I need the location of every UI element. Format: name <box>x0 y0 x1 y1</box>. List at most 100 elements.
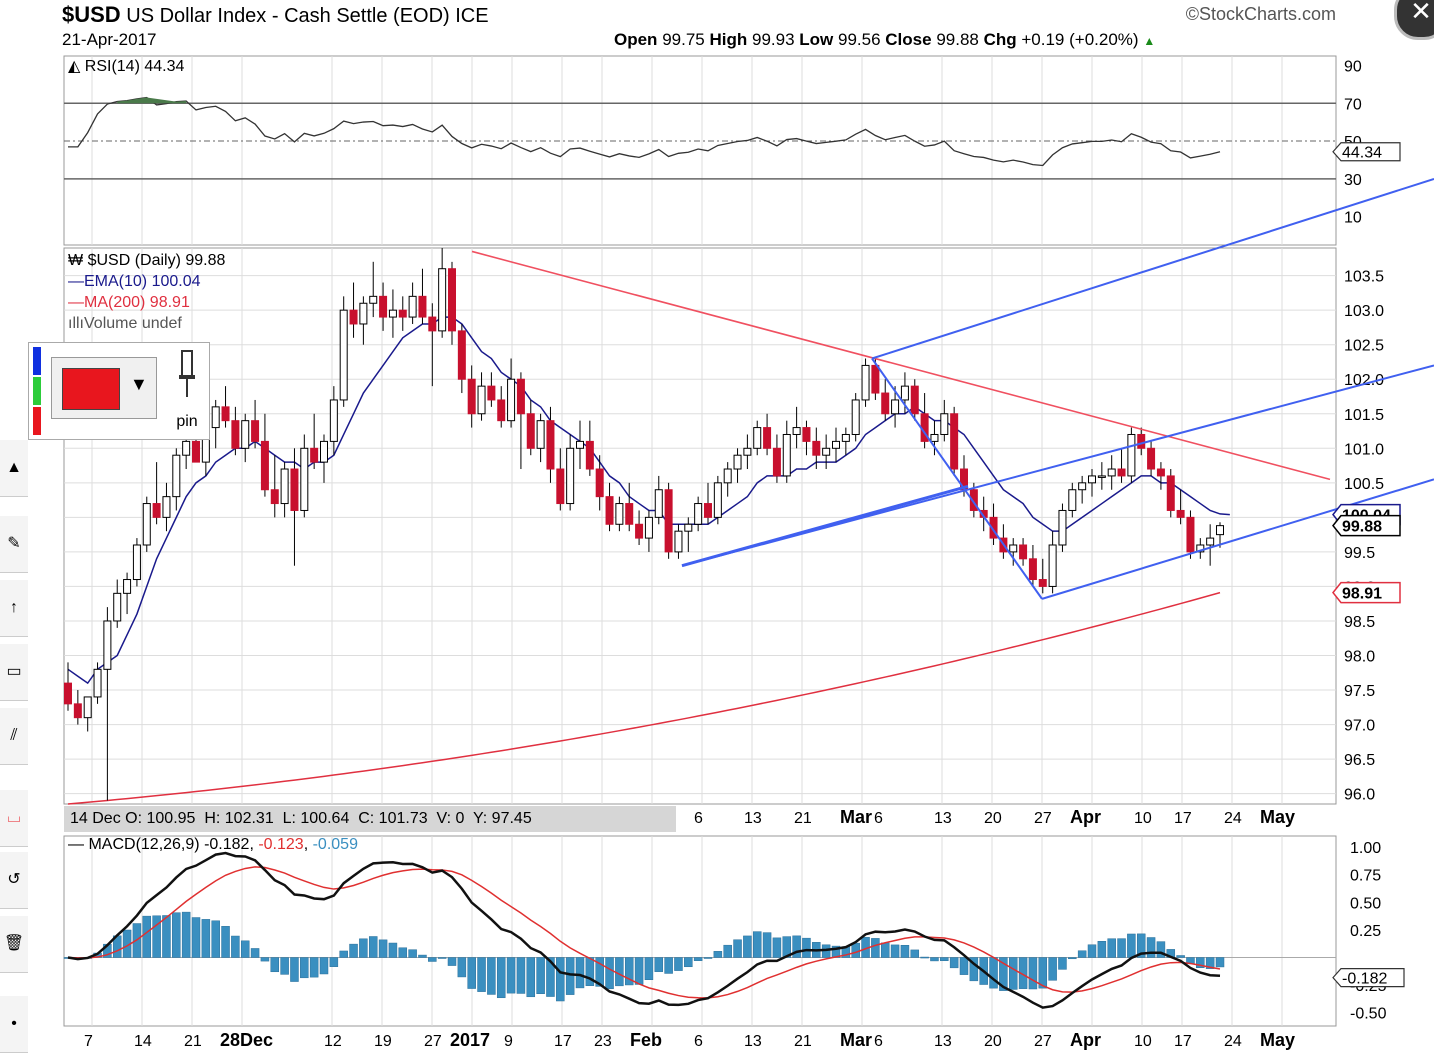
macd-histogram-bar <box>723 944 732 958</box>
candle-up <box>142 503 151 546</box>
candle-down <box>379 295 388 318</box>
pin-button[interactable]: pin <box>169 349 205 433</box>
rsi-tick-label: 70 <box>1344 96 1362 113</box>
macd-histogram-bar <box>201 919 211 958</box>
color-dropdown[interactable]: ▼ <box>51 357 157 419</box>
pin-label: pin <box>176 413 198 430</box>
macd-histogram-bar <box>418 954 427 958</box>
macd-histogram-bar <box>319 957 329 975</box>
candle-down <box>428 316 437 332</box>
macd-histogram-bar <box>260 957 270 962</box>
macd-legend-macd: -0.182 <box>204 836 250 853</box>
candle-down <box>497 399 506 422</box>
candle-up <box>280 468 289 505</box>
macd-histogram-bar <box>368 936 378 958</box>
select-tool-button[interactable]: ▲ <box>0 440 28 497</box>
close-tag-label: 99.88 <box>1342 519 1382 536</box>
candle-up <box>900 385 909 401</box>
candle-up <box>103 620 112 670</box>
price-tick-label: 96.0 <box>1344 787 1375 804</box>
pen-tool-button[interactable]: ✎ <box>0 516 28 573</box>
x-tick-label: 19 <box>374 1033 392 1050</box>
readout-high: H: 102.31 <box>204 810 274 827</box>
macd-histogram-bar <box>339 950 348 958</box>
macd-histogram-bar <box>398 947 408 958</box>
macd-legend-signal: -0.123 <box>258 836 304 853</box>
x-tick-label: May <box>1260 807 1295 827</box>
low-label: Low <box>799 30 834 49</box>
candle-up <box>1216 525 1224 536</box>
shape-tool-button[interactable]: ▭ <box>0 644 28 701</box>
candle-up <box>644 516 653 539</box>
macd-histogram-bar <box>674 957 683 971</box>
candle-down <box>418 295 427 318</box>
more-icon: • <box>11 1015 17 1032</box>
candle-down <box>526 413 535 449</box>
macd-histogram-bar <box>1008 957 1018 990</box>
undo-tool-button[interactable]: ↺ <box>0 852 28 909</box>
macd-histogram-bar <box>300 957 309 979</box>
candle-up <box>723 468 732 484</box>
macd-histogram-bar <box>752 931 762 958</box>
candle-up <box>654 489 663 518</box>
macd-histogram-bar <box>309 957 319 978</box>
arrow-tool-button[interactable]: ↑ <box>0 580 28 637</box>
candle-down <box>152 503 161 518</box>
x-tick-label: 20 <box>984 810 1002 827</box>
high-value: 99.93 <box>751 30 795 49</box>
more-tool-button[interactable]: • <box>0 996 28 1053</box>
macd-histogram-bar <box>595 957 604 987</box>
red-color-swatch[interactable] <box>33 407 41 435</box>
volume-legend-text: Volume undef <box>84 315 182 332</box>
x-tick-label: Feb <box>630 1030 662 1050</box>
macd-histogram-bar <box>999 957 1008 991</box>
macd-histogram-bar <box>191 917 201 958</box>
candle-up <box>369 295 378 304</box>
price-tick-label: 99.5 <box>1344 545 1375 562</box>
candle-up <box>694 503 703 525</box>
lines-tool-button[interactable]: ⫽ <box>0 708 28 765</box>
x-tick-label: 13 <box>934 810 952 827</box>
candle-down <box>969 489 978 511</box>
candle-down <box>260 440 269 491</box>
macd-histogram-bar <box>1117 938 1126 958</box>
x-tick-label: 28Dec <box>220 1030 273 1050</box>
volume-icon: ıllı <box>68 315 84 332</box>
macd-histogram-bar <box>181 911 191 958</box>
x-tick-label: 6 <box>874 810 883 827</box>
x-tick-label: 13 <box>744 1033 762 1050</box>
green-color-swatch[interactable] <box>33 377 41 405</box>
macd-tick-label: 0.25 <box>1350 923 1381 940</box>
x-tick-label: 13 <box>744 810 762 827</box>
candle-down <box>989 516 998 539</box>
candle-down <box>881 392 890 415</box>
candle-down <box>73 703 82 719</box>
price-tick-label: 101.0 <box>1344 441 1384 458</box>
resistance-trendline <box>471 250 1331 481</box>
chart-title: $USD US Dollar Index - Cash Settle (EOD)… <box>62 2 489 28</box>
candle-up <box>713 482 722 518</box>
candle-down <box>64 682 72 705</box>
macd-histogram-bar <box>900 944 910 958</box>
brand[interactable]: ©StockCharts.com <box>1186 4 1336 25</box>
macd-histogram-bar <box>1196 957 1205 968</box>
blue-color-swatch[interactable] <box>33 347 41 375</box>
candle-up <box>1058 509 1067 546</box>
macd-histogram-bar <box>1058 957 1067 970</box>
pitchfork-handle <box>871 357 1043 600</box>
macd-histogram-bar <box>496 957 506 999</box>
candle-up <box>1068 489 1077 511</box>
macd-histogram-bar <box>240 940 250 958</box>
macd-histogram-bar <box>851 942 860 958</box>
candle-up <box>329 399 338 442</box>
x-tick-label: 13 <box>934 1033 952 1050</box>
macd-histogram-bar <box>1127 933 1136 958</box>
x-tick-label: 27 <box>1034 810 1052 827</box>
candle-down <box>1038 579 1047 587</box>
delete-tool-button[interactable]: 🗑 <box>0 916 28 973</box>
rsi-tick-label: 90 <box>1344 58 1362 75</box>
close-button[interactable]: ✕ <box>1394 0 1434 40</box>
erase-tool-button[interactable]: ⌴ <box>0 790 28 847</box>
candle-down <box>595 468 604 498</box>
ma200-line <box>67 591 1221 805</box>
